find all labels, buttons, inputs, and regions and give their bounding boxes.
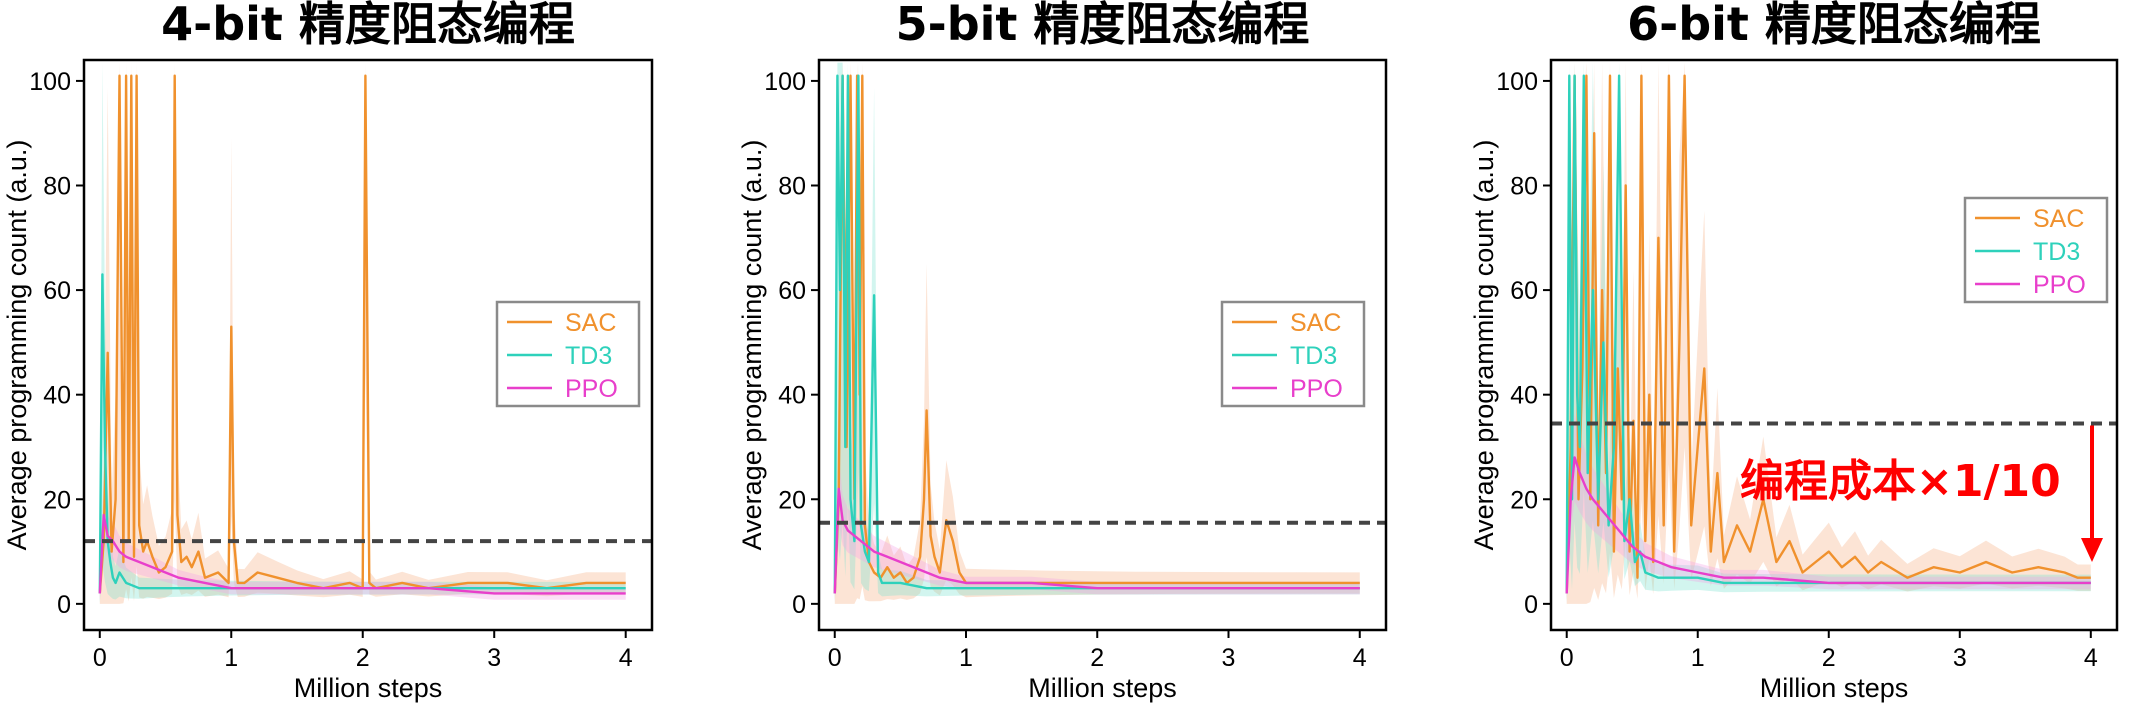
chart-title: 5-bit 精度阻态编程 [896, 0, 1310, 51]
x-tick-label: 0 [828, 644, 842, 672]
y-tick-label: 80 [1510, 173, 1538, 201]
y-tick-label: 20 [43, 486, 71, 514]
legend-label-td3: TD3 [565, 342, 612, 370]
band-sac [1566, 62, 2091, 604]
legend-label-td3: TD3 [2033, 238, 2080, 266]
x-tick-label: 4 [2084, 644, 2098, 672]
x-tick-label: 1 [959, 644, 973, 672]
band-ppo [834, 454, 1360, 600]
series-line-td3 [1565, 74, 2091, 594]
axes-frame [817, 58, 1388, 632]
x-tick-label: 3 [1953, 644, 1967, 672]
y-tick-label: 40 [778, 382, 806, 410]
x-tick-label: 1 [224, 644, 238, 672]
plot-area [833, 62, 1360, 604]
chart-title: 6-bit 精度阻态编程 [1627, 0, 2041, 51]
x-axis-label: Million steps [294, 673, 443, 703]
legend-label-sac: SAC [2033, 205, 2084, 233]
annotation-arrow-head [2081, 538, 2103, 562]
y-tick-label: 20 [778, 486, 806, 514]
legend-label-td3: TD3 [1290, 342, 1337, 370]
y-axis-label: Average programming count (a.u.) [1469, 140, 1499, 551]
y-tick-label: 100 [764, 68, 806, 96]
legend-label-ppo: PPO [565, 375, 618, 403]
cost-reduction-annotation: 编程成本×1/10 [1740, 456, 2061, 507]
y-tick-label: 40 [43, 382, 71, 410]
series-line-sac [1565, 74, 2091, 594]
axes-frame [1549, 58, 2119, 632]
series-line-ppo [833, 487, 1360, 594]
y-tick-label: 60 [1510, 277, 1538, 305]
legend-label-ppo: PPO [2033, 271, 2086, 299]
chart-title: 4-bit 精度阻态编程 [161, 0, 575, 51]
x-tick-label: 4 [1353, 644, 1367, 672]
y-tick-label: 80 [778, 173, 806, 201]
x-tick-label: 2 [1090, 644, 1104, 672]
y-tick-label: 0 [57, 591, 71, 619]
x-tick-label: 3 [487, 644, 501, 672]
x-tick-label: 3 [1222, 644, 1236, 672]
x-axis-label: Million steps [1760, 673, 1909, 703]
band-ppo [1566, 413, 2091, 600]
x-tick-label: 2 [356, 644, 370, 672]
series-line-sac [98, 74, 626, 594]
axes-frame [82, 58, 654, 632]
x-axis-label: Million steps [1028, 673, 1177, 703]
x-tick-label: 0 [1560, 644, 1574, 672]
series-line-td3 [833, 74, 1360, 594]
y-tick-label: 40 [1510, 382, 1538, 410]
band-sac [834, 62, 1360, 604]
legend-label-sac: SAC [1290, 309, 1341, 337]
y-tick-label: 60 [778, 277, 806, 305]
x-tick-label: 1 [1691, 644, 1705, 672]
legend-label-sac: SAC [565, 309, 616, 337]
x-tick-label: 2 [1822, 644, 1836, 672]
y-axis-label: Average programming count (a.u.) [2, 140, 32, 551]
y-tick-label: 100 [29, 68, 71, 96]
y-tick-label: 0 [1524, 591, 1538, 619]
x-tick-label: 0 [93, 644, 107, 672]
legend-label-ppo: PPO [1290, 375, 1343, 403]
y-tick-label: 80 [43, 173, 71, 201]
y-tick-label: 60 [43, 277, 71, 305]
y-tick-label: 100 [1496, 68, 1538, 96]
x-tick-label: 4 [619, 644, 633, 672]
series-line-ppo [1565, 456, 2091, 594]
plot-area [1565, 62, 2091, 604]
y-tick-label: 0 [792, 591, 806, 619]
y-axis-label: Average programming count (a.u.) [737, 140, 767, 551]
y-tick-label: 20 [1510, 486, 1538, 514]
band-sac [99, 62, 626, 604]
